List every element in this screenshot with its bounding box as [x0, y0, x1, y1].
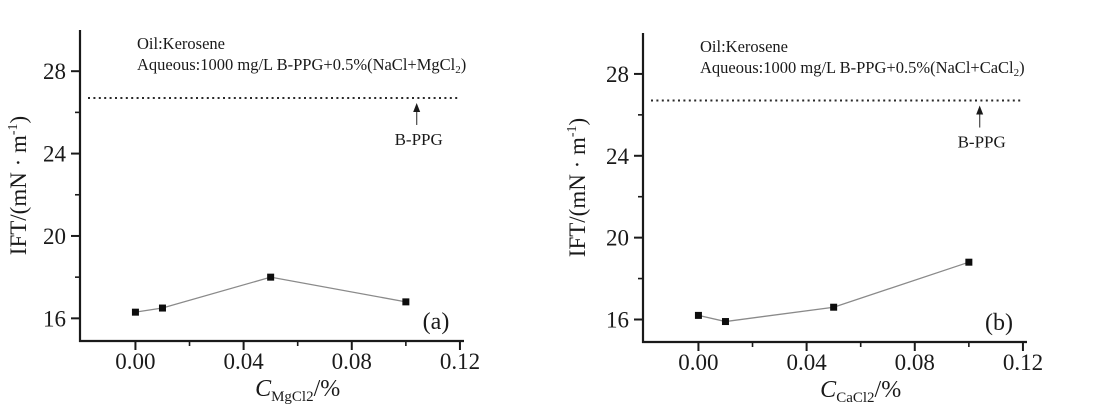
data-point-marker	[965, 258, 973, 266]
data-point-marker	[402, 298, 410, 306]
x-axis-title: CMgCl2/%	[255, 376, 340, 405]
y-tick-label: 28	[43, 59, 66, 84]
bppg-arrow-head-icon	[976, 105, 984, 115]
x-axis-title: CCaCl2/%	[820, 377, 901, 406]
data-point-marker	[721, 318, 729, 326]
series-line	[698, 261, 970, 323]
y-tick-label: 16	[606, 307, 629, 332]
legend-line-aqueous: Aqueous:1000 mg/L B-PPG+0.5%(NaCl+CaCl2)	[700, 58, 1025, 79]
x-tick-label: 0.08	[895, 350, 935, 375]
legend-line-aqueous: Aqueous:1000 mg/L B-PPG+0.5%(NaCl+MgCl2)	[137, 55, 466, 76]
x-tick-label: 0.08	[332, 349, 372, 374]
chart-panel-a: 16 20 24 28 0.00 0.04 0.08 0.12 CMgCl2/% IFT/(mN …	[0, 0, 558, 412]
bppg-arrow-head-icon	[413, 102, 421, 112]
y-axis-title: IFT/(mN · m-1)	[6, 116, 31, 255]
y-tick-label: 16	[43, 306, 66, 331]
x-tick-label: 0.00	[115, 349, 155, 374]
data-point-marker	[267, 273, 275, 281]
panel-letter: (b)	[985, 310, 1013, 336]
chart-a-svg: 16 20 24 28 0.00 0.04 0.08 0.12 CMgCl2/% IFT/(mN …	[6, 30, 480, 405]
data-point-marker	[158, 304, 166, 312]
bppg-label: B-PPG	[395, 130, 443, 149]
x-tick-label: 0.04	[223, 349, 264, 374]
legend-line-oil: Oil:Kerosene	[700, 37, 788, 56]
x-tick-label: 0.12	[1003, 350, 1043, 375]
bppg-label: B-PPG	[958, 133, 1006, 152]
data-point-marker	[830, 303, 838, 311]
legend-line-oil: Oil:Kerosene	[137, 34, 225, 53]
chart-panel-b: 16 20 24 28 0.00 0.04 0.08 0.12 CCaCl2/% IFT/(mN …	[559, 0, 1117, 412]
chart-b-svg: 16 20 24 28 0.00 0.04 0.08 0.12 CCaCl2/% IFT/(mN …	[565, 33, 1043, 406]
y-tick-label: 24	[43, 142, 67, 167]
y-tick-label: 24	[606, 144, 630, 169]
x-tick-label: 0.00	[678, 350, 718, 375]
y-axis-title: IFT/(mN · m-1)	[565, 118, 590, 257]
data-point-marker	[131, 308, 139, 316]
x-tick-label: 0.12	[440, 349, 480, 374]
series-line	[135, 276, 406, 313]
y-tick-label: 20	[43, 224, 66, 249]
y-tick-label: 20	[606, 226, 629, 251]
panel-letter: (a)	[423, 309, 450, 335]
x-tick-label: 0.04	[786, 350, 827, 375]
y-tick-label: 28	[606, 62, 629, 87]
data-point-marker	[694, 311, 702, 319]
